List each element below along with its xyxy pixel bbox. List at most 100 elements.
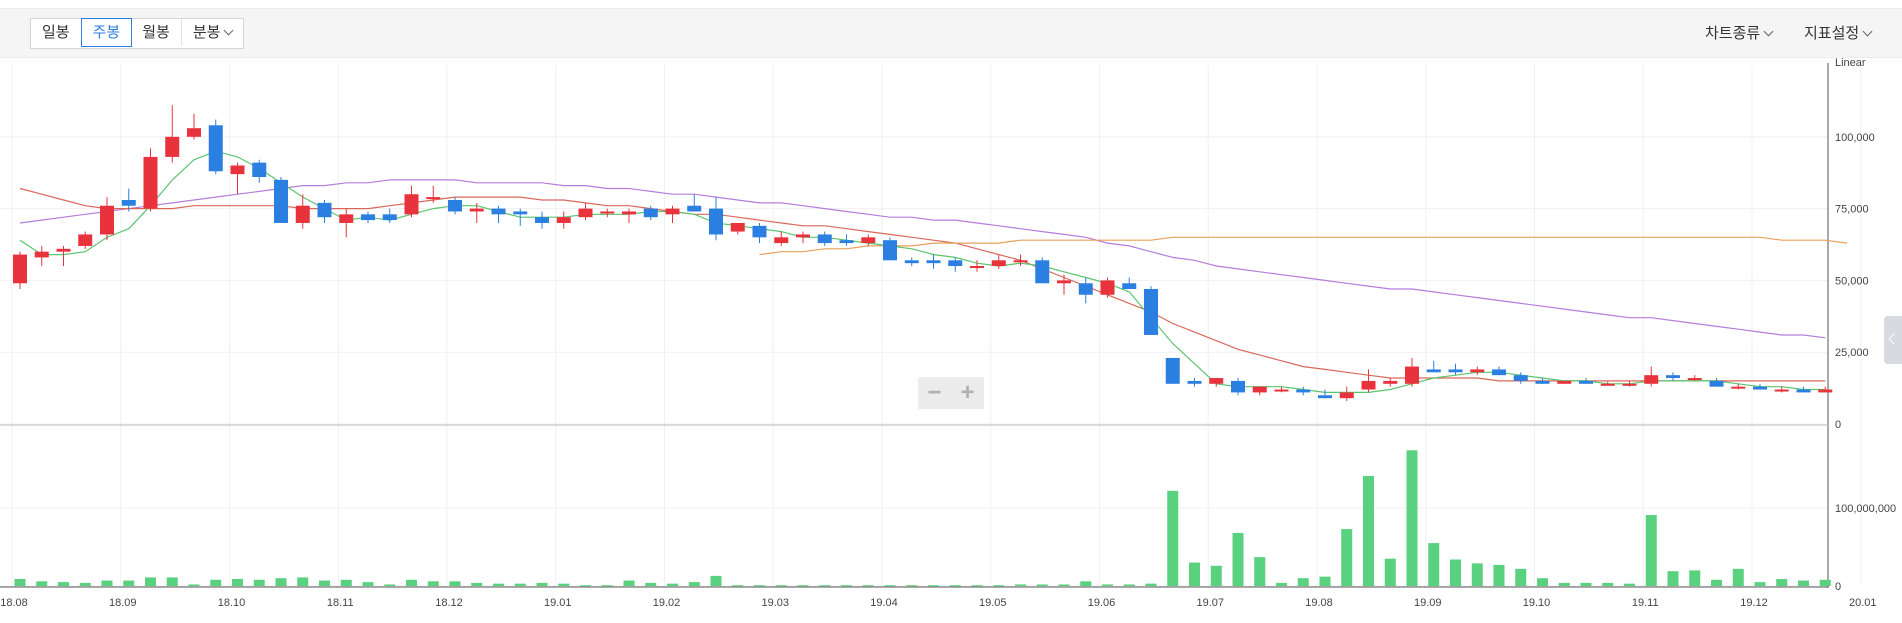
x-axis-tick-label: 20.01 [1849, 597, 1877, 609]
candle-body [1426, 369, 1441, 373]
x-axis-tick-label: 18.10 [218, 597, 246, 609]
x-axis-tick-label: 19.11 [1632, 597, 1659, 609]
volume-bar [1384, 558, 1396, 586]
volume-bar [1819, 579, 1831, 586]
volume-bar [1167, 490, 1179, 586]
candle-body [904, 260, 919, 264]
volume-bar [1645, 515, 1657, 586]
candle-body [78, 234, 93, 246]
volume-bar [166, 577, 178, 586]
period-weekly-button[interactable]: 주봉 [80, 18, 133, 47]
volume-bar [710, 575, 722, 586]
candle-body [861, 237, 876, 244]
stock-chart[interactable]: 0 25,000 50,000 75,000 100,000 Linear 0 100,000… [0, 58, 1902, 623]
volume-bar [1058, 584, 1070, 586]
x-axis-tick-label: 18.08 [0, 597, 28, 609]
candle-body [1165, 357, 1180, 384]
volume-bar [123, 580, 135, 586]
chart-type-label: 차트종류 [1705, 25, 1761, 42]
zoom-out-button[interactable]: − [927, 379, 942, 406]
volume-axis-tick-label: 0 [1835, 581, 1841, 593]
candle-body [774, 237, 789, 244]
volume-bar [449, 581, 461, 586]
candle-body [317, 202, 332, 218]
volume-bar [427, 581, 439, 586]
volume-bar [1493, 564, 1505, 586]
volume-bar [884, 585, 896, 587]
volume-bar [36, 581, 48, 586]
chevron-left-icon [1888, 333, 1900, 345]
candle-body [839, 240, 854, 244]
volume-bar [145, 577, 156, 586]
candle-body [709, 208, 723, 235]
period-minute-button[interactable]: 분봉 [182, 19, 244, 46]
period-monthly-button[interactable]: 월봉 [131, 19, 182, 46]
volume-bar [1254, 557, 1266, 586]
period-daily-button[interactable]: 일봉 [31, 19, 82, 46]
price-axis-tick-label: 50,000 [1835, 275, 1869, 287]
volume-bar [188, 584, 200, 586]
candle-body [796, 234, 810, 238]
volume-bar [1123, 584, 1135, 586]
volume-bar [906, 585, 918, 587]
candle-body [752, 225, 767, 238]
volume-bar [949, 585, 961, 587]
chart-toolbar: 일봉 주봉 월봉 분봉 차트종류 지표설정 [0, 8, 1902, 58]
volume-bar [623, 580, 635, 586]
candle-body [143, 156, 158, 209]
period-minute-label: 분봉 [192, 24, 221, 41]
indicator-settings-menu[interactable]: 지표설정 [1804, 22, 1873, 43]
volume-bar [1711, 579, 1722, 586]
chart-type-menu[interactable]: 차트종류 [1705, 22, 1774, 43]
candle-body [1057, 280, 1071, 284]
candle-body [1448, 369, 1463, 373]
volume-bar [1210, 565, 1222, 586]
period-selector: 일봉 주봉 월봉 분봉 [30, 18, 245, 49]
volume-bar [340, 579, 352, 586]
volume-bar [601, 585, 613, 587]
volume-bar [971, 585, 983, 587]
candle-body [1666, 375, 1680, 379]
price-axis-tick-label: 0 [1835, 419, 1841, 431]
candle-body [361, 214, 375, 221]
candle-body [165, 136, 180, 157]
volume-bar [1297, 578, 1309, 586]
volume-bar [1798, 580, 1809, 586]
volume-bar [1428, 543, 1440, 586]
volume-bar [862, 585, 874, 587]
volume-bar [232, 578, 243, 586]
chevron-down-icon [1862, 26, 1873, 37]
volume-bar [1080, 581, 1092, 586]
candle-body [426, 197, 441, 200]
candle-body [535, 217, 549, 223]
candle-body [1078, 283, 1093, 295]
x-axis-tick-label: 19.05 [979, 597, 1007, 609]
volume-bar [797, 585, 809, 587]
candle-body [1252, 386, 1267, 393]
x-axis-tick-label: 19.08 [1305, 597, 1333, 609]
price-axis-tick-label: 100,000 [1835, 132, 1875, 144]
volume-bar [667, 583, 678, 586]
chevron-down-icon [223, 25, 234, 36]
zoom-in-button[interactable]: + [960, 379, 975, 406]
volume-bar [58, 582, 69, 586]
volume-bar [362, 582, 374, 586]
volume-bar [297, 577, 309, 586]
candle-body [730, 222, 745, 232]
volume-bar [1689, 570, 1701, 586]
ma60-line [19, 179, 1826, 339]
ma120-line [759, 236, 1848, 256]
volume-bar [406, 579, 417, 586]
candle-body [1231, 380, 1245, 393]
chevron-down-icon [1763, 26, 1774, 37]
candle-body [1818, 389, 1833, 393]
volume-bar [514, 583, 526, 586]
volume-bar [1276, 582, 1287, 586]
volume-bar [928, 585, 939, 587]
volume-bar [645, 582, 657, 586]
candle-body [56, 248, 71, 252]
volume-bar [210, 579, 222, 586]
x-axis-tick-label: 19.04 [870, 597, 898, 609]
candle-body [13, 254, 27, 284]
side-panel-toggle[interactable] [1884, 316, 1902, 364]
